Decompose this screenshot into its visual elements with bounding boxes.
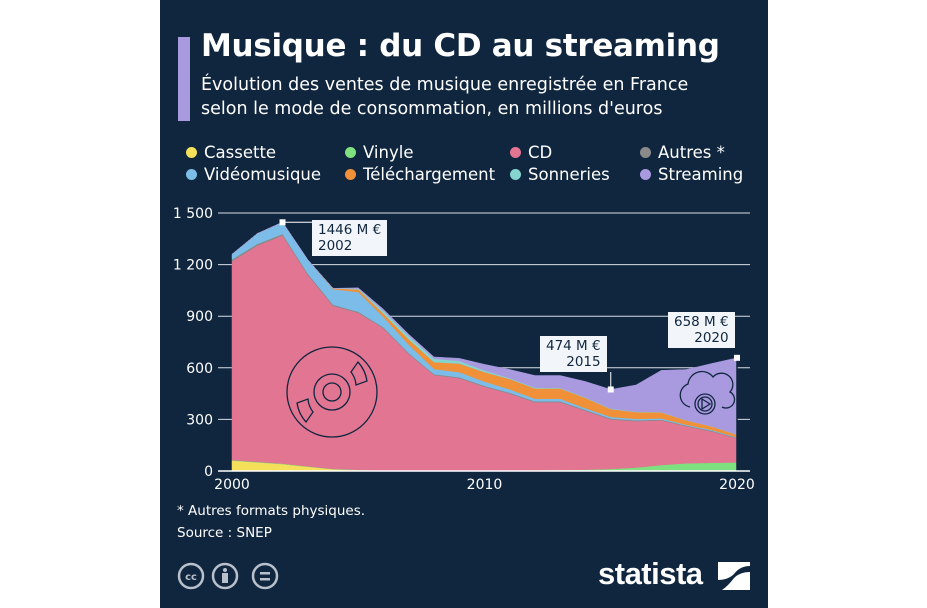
legend-dot: [510, 147, 521, 158]
x-tick-label: 2010: [467, 477, 503, 493]
annotation-value: 658 M €: [674, 314, 729, 330]
legend-item-sonneries: Sonneries: [510, 165, 610, 184]
legend-label: Vidéomusique: [204, 165, 322, 184]
statista-logo: statista: [598, 556, 703, 591]
legend-label: Vinyle: [363, 143, 414, 162]
legend-item-cd: CD: [510, 143, 552, 162]
source: Source : SNEP: [177, 525, 272, 541]
statista-logo-mark: [718, 562, 750, 590]
legend-dot: [640, 147, 651, 158]
y-tick-label: 600: [186, 361, 213, 377]
subtitle-line-1: Évolution des ventes de musique enregist…: [201, 75, 689, 95]
annotation-2002: 1446 M € 2002: [312, 220, 388, 256]
by-icon: [211, 562, 239, 590]
annotation-marker: [734, 354, 740, 361]
legend-label: CD: [528, 143, 553, 162]
legend-label: Autres *: [658, 143, 725, 162]
cd-icon: [286, 346, 378, 438]
legend-item-streaming: Streaming: [640, 165, 743, 184]
legend-item-vidéomusique: Vidéomusique: [186, 165, 321, 184]
cc-icon: [177, 562, 205, 590]
cloud-streaming-icon: [679, 370, 736, 415]
legend-dot: [186, 169, 197, 180]
y-tick-label: 1 500: [173, 206, 213, 222]
legend-item-téléchargement: Téléchargement: [345, 165, 495, 184]
annotation-2020: 658 M € 2020: [668, 312, 735, 348]
annotation-year: 2020: [694, 330, 729, 346]
annotation-year: 2015: [566, 354, 601, 370]
svg-text:cc: cc: [185, 572, 197, 583]
legend-label: Téléchargement: [363, 165, 496, 184]
annotation-year: 2002: [318, 238, 353, 254]
y-tick-label: 0: [204, 464, 213, 480]
legend-label: Cassette: [204, 143, 277, 162]
x-tick-label: 2020: [719, 477, 755, 493]
footnote: * Autres formats physiques.: [177, 503, 366, 519]
x-tick-label: 2000: [214, 477, 250, 493]
legend-dot: [345, 147, 356, 158]
annotation-2015: 474 M € 2015: [540, 336, 607, 372]
legend-dot: [186, 147, 197, 158]
y-tick-label: 1 200: [173, 258, 213, 274]
annotation-value: 1446 M €: [318, 222, 382, 238]
legend-dot: [640, 169, 651, 180]
y-tick-label: 900: [186, 309, 213, 325]
legend-label: Sonneries: [528, 165, 610, 184]
legend-item-vinyle: Vinyle: [345, 143, 413, 162]
legend-item-cassette: Cassette: [186, 143, 276, 162]
subtitle-line-2: selon le mode de consommation, en millio…: [201, 99, 663, 119]
license-icons: cc: [177, 562, 279, 590]
legend-dot: [510, 169, 521, 180]
legend-dot: [345, 169, 356, 180]
y-tick-label: 300: [186, 412, 213, 428]
title-accent-bar: [178, 37, 190, 121]
annotation-value: 474 M €: [546, 338, 601, 354]
nd-icon: [251, 562, 279, 590]
legend-item-autres: Autres *: [640, 143, 725, 162]
legend-label: Streaming: [658, 165, 744, 184]
chart-title: Musique : du CD au streaming: [201, 28, 720, 64]
